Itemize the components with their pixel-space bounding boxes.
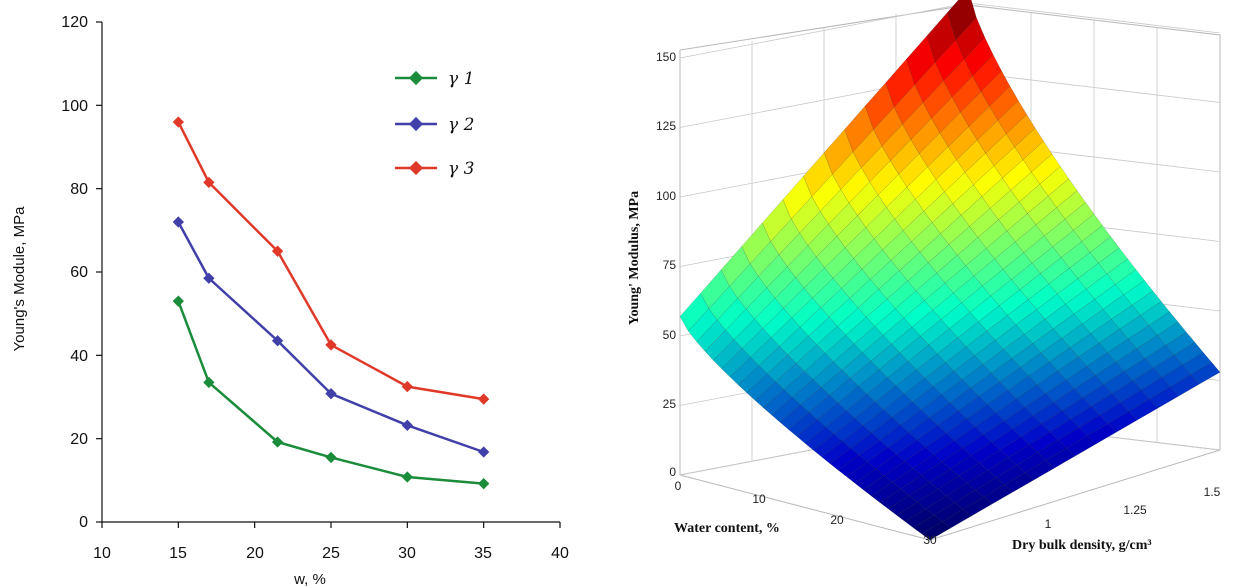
y-tick-label: 100 [61,98,88,115]
x-tick-label: 10 [752,492,766,506]
surface-patch [1128,398,1159,421]
z-tick-label: 125 [656,119,676,133]
data-point [203,176,215,189]
data-point [172,295,184,307]
data-point [203,272,215,284]
z-axis-title-3d: Young' Modulus, MPa [627,191,642,325]
x-tick-label: 30 [398,545,416,562]
y-ticks: 0 20 40 60 80 100 120 [61,14,88,531]
x-tick-label: 20 [830,513,844,527]
data-point [172,216,184,228]
z-tick-label: 100 [656,189,676,203]
surface [679,0,1221,541]
data-point [325,388,337,400]
data-point [271,335,284,347]
legend-label: γ 1 [448,69,474,89]
surface-patch [921,521,952,541]
x-ticks-3d: 0 10 20 30 [675,479,937,547]
y-tick-label: 1 [1045,517,1052,531]
x-axis-title: w, % [293,571,326,588]
legend: γ 1 γ 2 γ 3 [395,69,474,179]
data-point [478,393,490,405]
data-point [203,376,215,389]
x-tick-label: 10 [93,545,111,562]
legend-marker [408,116,424,132]
y-tick-label: 20 [70,431,88,448]
data-point [401,471,413,483]
z-tick-label: 50 [663,328,677,342]
y-tick-label: 120 [61,14,88,31]
y-axis-title: Young's Module, MPa [11,206,28,352]
data-point [325,451,337,464]
z-tick-label: 0 [669,465,676,479]
legend-item: γ 1 [395,69,474,89]
x-ticks: 10 15 20 25 30 35 40 [93,545,569,562]
tick-marks [96,21,561,528]
x-tick-label: 20 [246,545,264,562]
data-point [478,446,490,458]
z-tick-label: 25 [663,397,677,411]
z-tick-label: 75 [663,258,677,272]
z-grid-line [967,2,1221,34]
surface-patch [1107,410,1138,433]
y-ticks-3d: 1 1.25 1.5 [1045,485,1221,531]
x-tick-label: 15 [169,545,187,562]
series-line [177,221,485,454]
series-line [177,121,484,401]
legend-marker [408,70,424,86]
data-point [271,436,284,448]
x-tick-label: 35 [474,545,492,562]
z-ticks: 0 25 50 75 100 125 150 [656,50,676,479]
y-axis-title-3d: Dry bulk density, g/cm³ [1012,538,1152,553]
data-point [325,339,337,351]
x-tick-label: 40 [551,545,569,562]
series-line [177,300,484,485]
data-point [401,419,413,431]
legend-label: γ 2 [448,115,474,135]
legend-label: γ 3 [448,159,474,179]
surface-patch [941,508,972,529]
line-chart: 0 20 40 60 80 100 120 10 15 20 25 30 35 … [11,14,569,588]
y-tick-label: 1.25 [1123,503,1147,517]
y-tick-label: 0 [79,514,88,531]
surface-plot: 0 25 50 75 100 125 150 0 10 20 30 1 1.25… [627,0,1221,553]
surface-patch [1024,459,1055,481]
x-axis-title-3d: Water content, % [674,521,780,536]
y-tick-label: 60 [70,264,88,281]
y-tick-label: 1.5 [1204,485,1221,499]
axes [101,22,560,523]
x-tick-label: 30 [923,533,937,547]
surface-patch [1045,447,1076,469]
z-tick-label: 150 [656,50,676,64]
surface-patch [1149,386,1179,409]
data-point [271,245,284,257]
series-layer [172,116,490,490]
x-tick-label: 0 [675,479,682,493]
legend-marker [408,160,424,176]
x-tick-label: 25 [322,545,340,562]
y-tick-label: 80 [70,181,88,198]
data-point [172,116,184,128]
y-tick-label: 40 [70,348,88,365]
data-point [401,380,413,393]
legend-item: γ 2 [395,115,474,135]
legend-item: γ 3 [395,159,474,179]
data-point [478,478,490,490]
